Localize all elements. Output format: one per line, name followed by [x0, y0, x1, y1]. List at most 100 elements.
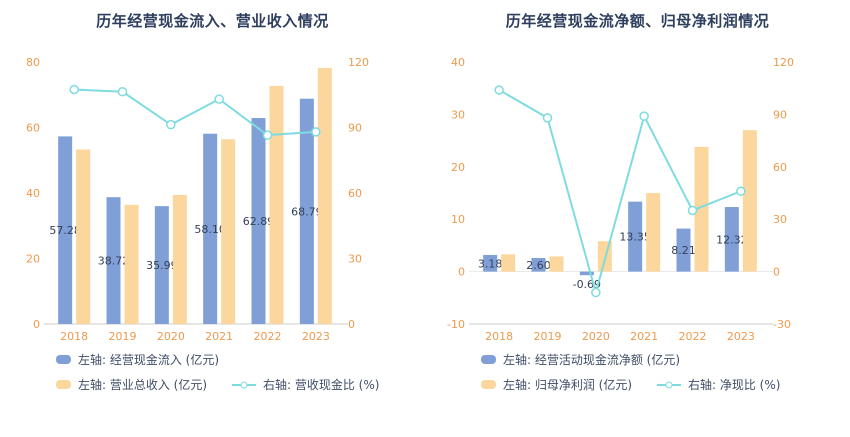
bar-bar-yellow	[501, 254, 516, 272]
trend-point	[166, 119, 176, 130]
trend-point	[639, 111, 649, 121]
y-axis-tick-left: 40	[451, 56, 465, 69]
bar-value-label: 38.72	[98, 255, 130, 268]
trend-point	[262, 130, 273, 140]
bar-value-label: 2.60	[526, 259, 551, 272]
x-axis-tick: 2021	[205, 330, 233, 343]
legend-item-revenue-cash-ratio: 右轴: 营收现金比 (%)	[232, 376, 379, 393]
x-axis-tick: 2022	[679, 330, 707, 343]
trend-line	[498, 89, 742, 294]
x-axis-tick: 2023	[727, 330, 755, 343]
legend-row: 左轴: 经营活动现金流净额 (亿元)	[481, 351, 844, 368]
legend-label: 右轴: 营收现金比 (%)	[263, 378, 380, 392]
chart-plot-area: 40 30 20 10 0 -10 120 90 60 30 0 -30 2018 2019 2020 202…	[447, 56, 794, 343]
bar-value-label: 3.18	[478, 257, 503, 270]
legend-item-net-cash-ratio: 右轴: 净现比 (%)	[657, 376, 780, 393]
y-axis-tick-right: 30	[348, 253, 362, 266]
chart-plot-area: 80 60 40 20 0 120 90 60 30 0 2018 2019 2020 2021 2022 2…	[26, 56, 369, 343]
line-marker-dot-icon	[665, 381, 673, 388]
bar-bar-yellow	[76, 149, 91, 324]
trend-point	[494, 85, 504, 95]
y-axis-tick-left: 30	[451, 108, 465, 121]
line-marker-icon	[657, 381, 681, 388]
y-axis-tick-right: 120	[348, 56, 369, 69]
yellow-bar-swatch-icon	[56, 380, 71, 389]
bar-bar-yellow	[221, 139, 236, 324]
legend-item-net-profit: 左轴: 归母净利润 (亿元)	[481, 376, 657, 393]
bar-bar-blue	[299, 98, 314, 324]
bar-value-label: 13.35	[619, 231, 651, 244]
y-axis-tick-right: 120	[773, 56, 794, 69]
chart-title: 历年经营现金流净额、归母净利润情况	[505, 12, 770, 30]
y-axis-tick-left: 0	[458, 266, 465, 279]
x-axis-tick: 2020	[582, 330, 610, 343]
bar-value-label: 62.89	[243, 215, 275, 228]
chart-legend: 左轴: 经营现金流入 (亿元) 左轴: 营业总收入 (亿元) 右轴: 营收现金比…	[56, 351, 419, 393]
bar-bar-yellow	[124, 204, 139, 324]
legend-label: 左轴: 经营现金流入 (亿元)	[78, 353, 220, 367]
bar-bar-blue	[676, 228, 691, 272]
bar-value-label: 35.99	[146, 259, 178, 272]
bar-bar-blue	[531, 257, 546, 272]
x-axis-tick: 2020	[157, 330, 185, 343]
y-axis-tick-left: 60	[26, 122, 40, 135]
legend-item-net-operating-cashflow: 左轴: 经营活动现金流净额 (亿元)	[481, 351, 680, 368]
bar-value-label: 12.32	[716, 233, 748, 246]
legend-label: 左轴: 归母净利润 (亿元)	[503, 378, 633, 392]
y-axis-tick-left: 20	[26, 253, 40, 266]
line-marker-dot-icon	[240, 381, 248, 388]
y-axis-tick-right: 60	[773, 161, 787, 174]
x-axis-tick: 2019	[109, 330, 137, 343]
x-axis-tick: 2022	[254, 330, 282, 343]
y-axis-tick-left: 20	[451, 161, 465, 174]
bar-value-label: 57.28	[49, 224, 81, 237]
bar-bar-blue	[106, 197, 121, 324]
blue-bar-swatch-icon	[56, 355, 71, 364]
bar-bar-blue	[58, 136, 73, 324]
x-axis-tick: 2021	[630, 330, 658, 343]
trend-line	[74, 88, 316, 137]
bar-bar-blue	[154, 206, 169, 324]
bar-bar-yellow	[646, 193, 661, 272]
y-axis-tick-right: 90	[773, 108, 787, 121]
trend-point	[591, 287, 601, 298]
blue-bar-swatch-icon	[481, 355, 496, 364]
yellow-bar-swatch-icon	[481, 380, 496, 389]
bar-bar-yellow	[549, 256, 564, 272]
y-axis-tick-left: 40	[26, 187, 40, 200]
y-axis-tick-left: -10	[447, 318, 465, 331]
y-axis-tick-right: 90	[348, 122, 362, 135]
x-axis-tick: 2023	[302, 330, 330, 343]
bar-value-label: 8.21	[671, 244, 696, 257]
legend-row: 左轴: 归母净利润 (亿元) 右轴: 净现比 (%)	[481, 376, 844, 393]
line-marker-icon	[232, 381, 256, 388]
legend-label: 左轴: 营业总收入 (亿元)	[78, 378, 208, 392]
y-axis-tick-right: 0	[773, 266, 780, 279]
legend-label: 右轴: 净现比 (%)	[688, 378, 781, 392]
trend-point	[311, 127, 321, 137]
chart-cash-inflow-revenue: 历年经营现金流入、营业收入情况 80 60 40 20 0 120 90 60 30 0 2018 2…	[26, 12, 419, 393]
bar-bar-blue	[628, 201, 643, 272]
bar-value-label: 68.79	[291, 205, 323, 218]
y-axis-tick-right: 30	[773, 213, 787, 226]
chart-legend: 左轴: 经营活动现金流净额 (亿元) 左轴: 归母净利润 (亿元) 右轴: 净现…	[481, 351, 844, 393]
chart-title: 历年经营现金流入、营业收入情况	[96, 12, 329, 30]
y-axis-tick-left: 10	[451, 213, 465, 226]
trend-point	[542, 113, 553, 123]
trend-point	[214, 94, 224, 104]
bar-value-label: 58.10	[194, 223, 226, 236]
bar-bar-blue	[724, 207, 739, 272]
legend-item-cash-inflow: 左轴: 经营现金流入 (亿元)	[56, 351, 232, 368]
bar-bar-yellow	[317, 67, 332, 325]
y-axis-tick-left: 80	[26, 56, 40, 69]
bar-bar-blue	[483, 254, 498, 272]
legend-label: 左轴: 经营活动现金流净额 (亿元)	[503, 353, 681, 367]
bar-bar-yellow	[742, 130, 757, 272]
legend-row: 左轴: 经营现金流入 (亿元)	[56, 351, 419, 368]
trend-point	[117, 86, 128, 97]
y-axis-tick-right: -30	[773, 318, 791, 331]
trend-point	[69, 84, 79, 95]
x-axis-tick: 2018	[60, 330, 88, 343]
bar-bar-yellow	[269, 85, 284, 324]
